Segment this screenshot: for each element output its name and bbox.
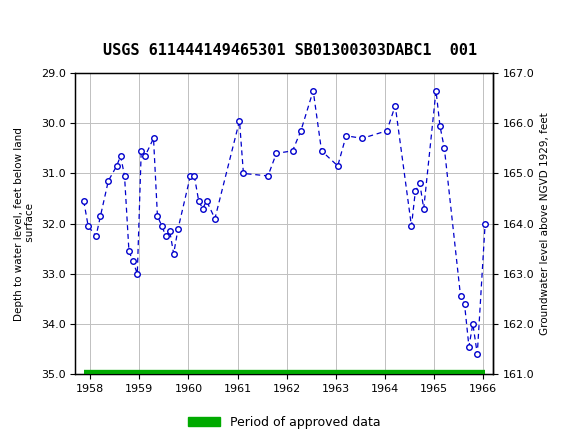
- Y-axis label: Depth to water level, feet below land
 surface: Depth to water level, feet below land su…: [14, 127, 35, 320]
- Text: USGS 611444149465301 SB01300303DABC1  001: USGS 611444149465301 SB01300303DABC1 001: [103, 43, 477, 58]
- Legend: Period of approved data: Period of approved data: [183, 411, 385, 430]
- Text: ≡USGS: ≡USGS: [12, 14, 66, 31]
- Y-axis label: Groundwater level above NGVD 1929, feet: Groundwater level above NGVD 1929, feet: [540, 112, 550, 335]
